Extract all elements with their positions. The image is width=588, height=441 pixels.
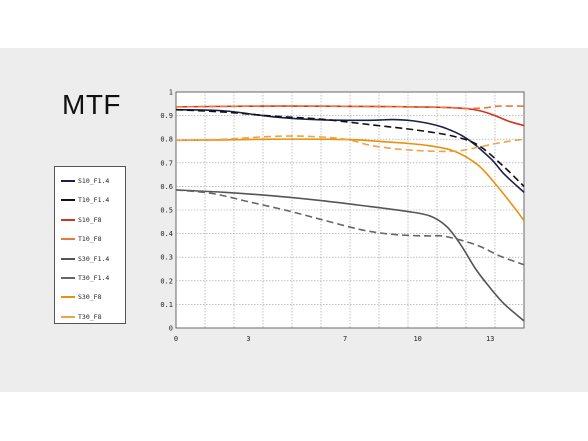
y-tick-label: 0.1 xyxy=(160,301,173,309)
legend-swatch xyxy=(61,218,75,221)
x-tick-label: 0 xyxy=(174,335,178,343)
x-tick-label: 7 xyxy=(343,335,347,343)
y-tick-label: 0.3 xyxy=(160,254,173,262)
legend-label: S30_F1.4 xyxy=(78,254,110,263)
legend-label: T10_F8 xyxy=(78,235,102,244)
legend-label: S30_F8 xyxy=(78,293,102,302)
series-line-T30_F1.4 xyxy=(175,189,525,266)
chart-legend: S10_F1.4 T10_F1.4 S10_F8 T10_F8 S30_F1.4 T30_… xyxy=(54,166,126,324)
x-tick-label: 3 xyxy=(246,335,250,343)
series-group xyxy=(175,105,525,322)
y-tick-labels: 0 0.1 0.2 0.3 0.4 0.5 0.6 0.7 0.8 0.9 1 xyxy=(160,89,173,333)
legend-swatch xyxy=(61,238,75,241)
legend-swatch xyxy=(61,315,75,318)
legend-label: S10_F1.4 xyxy=(78,177,110,185)
y-tick-label: 0.9 xyxy=(160,112,173,120)
y-tick-label: 0.2 xyxy=(160,277,173,285)
legend-swatch xyxy=(61,180,75,182)
legend-swatch xyxy=(61,296,75,299)
x-tick-label: 13 xyxy=(486,335,494,343)
legend-swatch xyxy=(61,199,75,202)
series-line-S30_F8 xyxy=(175,138,525,222)
x-tick-label: 10 xyxy=(413,335,421,343)
legend-swatch xyxy=(61,257,75,260)
y-tick-label: 0.8 xyxy=(160,136,173,144)
page-title: MTF xyxy=(62,89,122,120)
y-tick-label: 0.5 xyxy=(160,207,173,215)
y-tick-label: 1 xyxy=(169,89,173,97)
legend-label: T30_F8 xyxy=(78,312,102,321)
y-tick-label: 0.6 xyxy=(160,183,173,191)
series-line-T10_F1.4 xyxy=(175,108,525,187)
legend-label: T10_F1.4 xyxy=(78,196,110,205)
y-tick-label: 0 xyxy=(169,325,173,333)
series-line-S30_F1.4 xyxy=(175,189,525,322)
y-tick-label: 0.4 xyxy=(160,230,173,238)
legend-label: T30_F1.4 xyxy=(78,274,110,282)
legend-label: S10_F8 xyxy=(78,215,102,224)
x-tick-labels: 0 3 7 10 13 xyxy=(174,335,494,343)
legend-swatch xyxy=(61,277,75,279)
y-tick-label: 0.7 xyxy=(160,159,173,167)
